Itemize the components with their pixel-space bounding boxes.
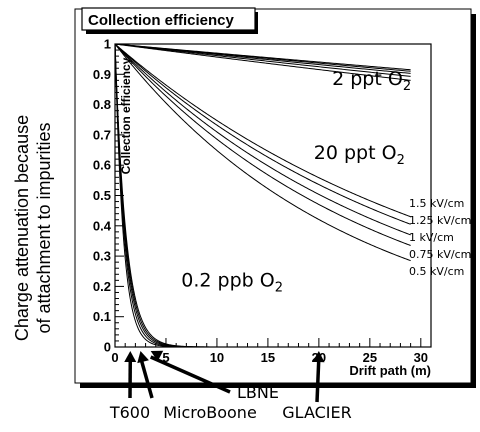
side-caption-line-2: of attachment to impurities xyxy=(34,122,54,333)
detector-label: T600 xyxy=(109,403,150,422)
x-tick-label: 30 xyxy=(414,350,428,365)
impurity-label-subscript: 2 xyxy=(397,153,405,168)
detector-arrow-shaft xyxy=(138,356,154,399)
impurity-label: 0.2 ppb O2 xyxy=(181,269,283,295)
impurity-label-text: 20 ppt O xyxy=(314,142,397,164)
efficiency-curve xyxy=(114,43,411,246)
efficiency-curve xyxy=(114,43,411,262)
detector-arrow-head xyxy=(124,351,137,363)
field-label: 1.5 kV/cm xyxy=(409,197,464,210)
x-tick-label: 5 xyxy=(162,350,169,365)
y-tick-label: 0.7 xyxy=(93,127,111,142)
y-tick-label: 0.4 xyxy=(93,218,112,233)
impurity-label: 20 ppt O2 xyxy=(314,142,405,168)
detector-label: GLACIER xyxy=(282,403,351,422)
y-tick-label: 0.1 xyxy=(93,309,111,324)
impurity-label-subscript: 2 xyxy=(275,280,283,295)
detector-label: MicroBoone xyxy=(163,403,257,422)
efficiency-curve xyxy=(114,43,411,81)
detector-arrow-head xyxy=(137,351,149,364)
field-label: 1 kV/cm xyxy=(409,231,454,244)
title-box xyxy=(81,7,256,31)
x-tick-label: 15 xyxy=(261,350,275,365)
y-tick-label: 0.6 xyxy=(93,158,111,173)
y-axis-ticks: 0 0.1 0.2 0.3 0.4 0.5 0.6 0.7 0.8 0.9 1 xyxy=(93,37,124,355)
y-tick-label: 1 xyxy=(104,37,111,52)
field-label: 0.5 kV/cm xyxy=(409,265,464,278)
detector-arrow-head xyxy=(150,350,164,362)
detector-arrow-head xyxy=(312,351,325,363)
detector-arrow-shaft xyxy=(149,355,231,394)
y-tick-label: 0.3 xyxy=(93,249,111,264)
curve-series xyxy=(114,43,411,348)
impurity-label: 2 ppt O2 xyxy=(332,68,411,94)
efficiency-curve xyxy=(114,43,411,77)
chart-title: Collection efficiency xyxy=(88,12,235,29)
impurity-label-subscript: 2 xyxy=(403,79,411,94)
x-tick-label: 0 xyxy=(111,350,118,365)
y-tick-label: 0 xyxy=(104,340,111,355)
y-tick-label: 0.8 xyxy=(93,97,111,112)
efficiency-curve xyxy=(114,43,411,236)
detector-label: LBNE xyxy=(237,383,279,402)
efficiency-curve xyxy=(114,43,411,218)
y-tick-label: 0.2 xyxy=(93,279,111,294)
x-tick-label: 10 xyxy=(210,350,224,365)
plot-area xyxy=(114,43,432,348)
field-label: 0.75 kV/cm xyxy=(409,248,471,261)
field-label: 1.25 kV/cm xyxy=(409,214,471,227)
efficiency-curve xyxy=(114,43,411,348)
x-tick-label: 25 xyxy=(363,350,377,365)
efficiency-curve xyxy=(114,43,411,74)
detector-arrow-shaft xyxy=(315,356,321,403)
impurity-label-text: 2 ppt O xyxy=(332,68,403,90)
x-axis-title: Drift path (m) xyxy=(349,363,431,378)
y-tick-label: 0.9 xyxy=(93,67,111,82)
y-axis-title: Collection efficiency xyxy=(119,57,133,174)
field-labels: 1.5 kV/cm 1.25 kV/cm 1 kV/cm 0.75 kV/cm 0.5 … xyxy=(409,197,471,278)
y-tick-label: 0.5 xyxy=(93,188,111,203)
side-caption-line-1: Charge attenuation because xyxy=(12,115,32,341)
impurity-label-text: 0.2 ppb O xyxy=(181,269,274,291)
efficiency-curve xyxy=(114,43,411,225)
